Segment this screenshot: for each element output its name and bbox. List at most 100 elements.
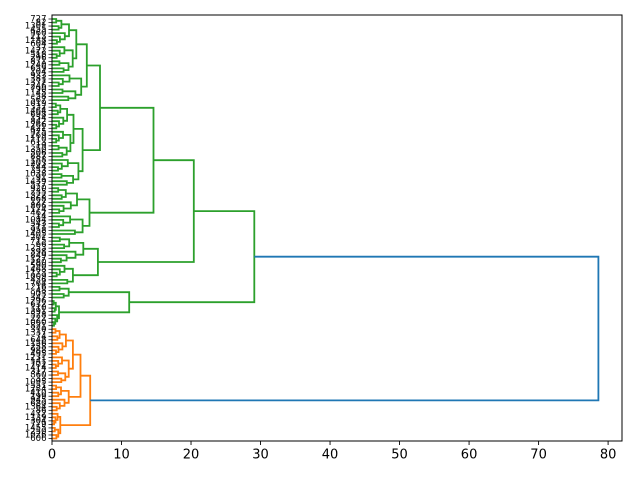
leaf-label: 988 xyxy=(30,346,46,356)
leaf-label: 199 xyxy=(30,392,46,402)
leaf-label: 33 xyxy=(36,374,47,384)
leaf-label: 1422 xyxy=(25,46,47,56)
leaf-label: 1253 xyxy=(25,244,47,254)
leaf-label: 715 xyxy=(30,237,46,247)
leaf-label: 14 xyxy=(36,212,47,222)
leaf-label: 933 xyxy=(30,71,46,81)
leaf-label: 1216 xyxy=(25,283,47,293)
leaf-tick-marks xyxy=(48,18,52,439)
links-cluster-top xyxy=(52,18,256,327)
leaf-label: 920 xyxy=(30,184,46,194)
x-axis: 0 10 20 30 40 50 60 70 80 xyxy=(48,441,616,463)
leaf-label: 82 xyxy=(36,18,47,28)
leaf-label: 1009 xyxy=(25,272,47,282)
leaf-label: 1266 xyxy=(25,120,47,130)
leaf-label: 1284 xyxy=(25,385,47,395)
leaf-label: 370 xyxy=(30,325,46,335)
leaf-label: 958 xyxy=(30,226,46,236)
leaf-label: 1296 xyxy=(25,297,47,307)
leaf-label: 1174 xyxy=(25,205,47,215)
leaf-label: 173 xyxy=(30,268,46,278)
leaf-label: 860 xyxy=(30,371,46,381)
leaf-label: 332 xyxy=(30,103,46,113)
leaf-label: 590 xyxy=(30,261,46,271)
leaf-label: 1391 xyxy=(25,307,47,317)
leaf-label: 58 xyxy=(36,92,47,102)
leaf-label: 903 xyxy=(30,290,46,300)
leaf-label: 104 xyxy=(30,67,46,77)
leaf-label: 1301 xyxy=(25,22,47,32)
leaf-label: 1110 xyxy=(25,134,47,144)
leaf-label: 48 xyxy=(36,286,47,296)
leaf-label: 790 xyxy=(30,85,46,95)
leaf-label: 764 xyxy=(30,279,46,289)
leaf-label: 436 xyxy=(30,275,46,285)
leaf-label: 472 xyxy=(30,409,46,419)
x-tick-label: 30 xyxy=(252,448,269,463)
leaf-label: 258 xyxy=(30,342,46,352)
leaf-label: 543 xyxy=(30,219,46,229)
leaf-label: 154 xyxy=(30,113,46,123)
leaf-label: 842 xyxy=(30,117,46,127)
leaf-label: 353 xyxy=(30,166,46,176)
leaf-labels: 7278213014559602131188604371422518296871… xyxy=(25,15,47,445)
leaf-label: 1038 xyxy=(25,170,47,180)
leaf-label: 1337 xyxy=(25,328,47,338)
leaf-label: 648 xyxy=(30,335,46,345)
leaf-label: 1464 xyxy=(25,106,47,116)
x-tick-label: 20 xyxy=(183,448,200,463)
x-tick-label: 70 xyxy=(530,448,547,463)
leaf-label: 1145 xyxy=(25,89,47,99)
leaf-label: 1455 xyxy=(25,424,47,434)
cluster-bottom-link-paths xyxy=(52,328,92,440)
leaf-label: 455 xyxy=(30,25,46,35)
leaf-label: 567 xyxy=(30,96,46,106)
leaf-label: 410 xyxy=(30,388,46,398)
leaf-label: 779 xyxy=(30,420,46,430)
leaf-label: 1019 xyxy=(25,99,47,109)
leaf-label: 613 xyxy=(30,138,46,148)
leaf-label: 37 xyxy=(36,43,47,53)
x-tick-label: 10 xyxy=(113,448,130,463)
leaf-label: 462 xyxy=(30,208,46,218)
leaf-label: 744 xyxy=(30,163,46,173)
leaf-label: 269 xyxy=(30,131,46,141)
leaf-label: 727 xyxy=(30,15,46,25)
cluster-top-link-paths xyxy=(52,18,256,327)
leaf-label: 381 xyxy=(30,75,46,85)
leaf-label: 960 xyxy=(30,29,46,39)
leaf-label: 398 xyxy=(30,247,46,257)
leaf-label: 1188 xyxy=(25,36,47,46)
leaf-label: 680 xyxy=(30,399,46,409)
leaf-label: 945 xyxy=(30,395,46,405)
x-tick-label: 0 xyxy=(48,448,56,463)
leaf-label: 698 xyxy=(30,110,46,120)
leaf-label: 1414 xyxy=(25,364,47,374)
leaf-label: 127 xyxy=(30,198,46,208)
links-cluster-bottom xyxy=(52,328,92,440)
leaf-label: 821 xyxy=(30,321,46,331)
leaf-label: 421 xyxy=(30,124,46,134)
leaf-label: 19 xyxy=(36,142,47,152)
leaf-label: 1468 xyxy=(25,265,47,275)
leaf-label: 887 xyxy=(30,152,46,162)
leaf-label: 347 xyxy=(30,293,46,303)
leaf-label: 1377 xyxy=(25,78,47,88)
leaf-label: 201 xyxy=(30,233,46,243)
x-tick-label: 60 xyxy=(461,448,478,463)
leaf-label: 495 xyxy=(30,349,46,359)
leaf-label: 296 xyxy=(30,53,46,63)
leaf-label: 506 xyxy=(30,149,46,159)
leaf-label: 235 xyxy=(30,187,46,197)
leaf-label: 1127 xyxy=(25,254,47,264)
leaf-label: 1203 xyxy=(25,159,47,169)
leaf-label: 1084 xyxy=(25,216,47,226)
leaf-label: 659 xyxy=(30,64,46,74)
x-tick-label: 50 xyxy=(391,448,408,463)
leaf-label: 74 xyxy=(36,332,47,342)
plot-spines xyxy=(51,14,623,442)
leaf-label: 1026 xyxy=(25,431,47,441)
